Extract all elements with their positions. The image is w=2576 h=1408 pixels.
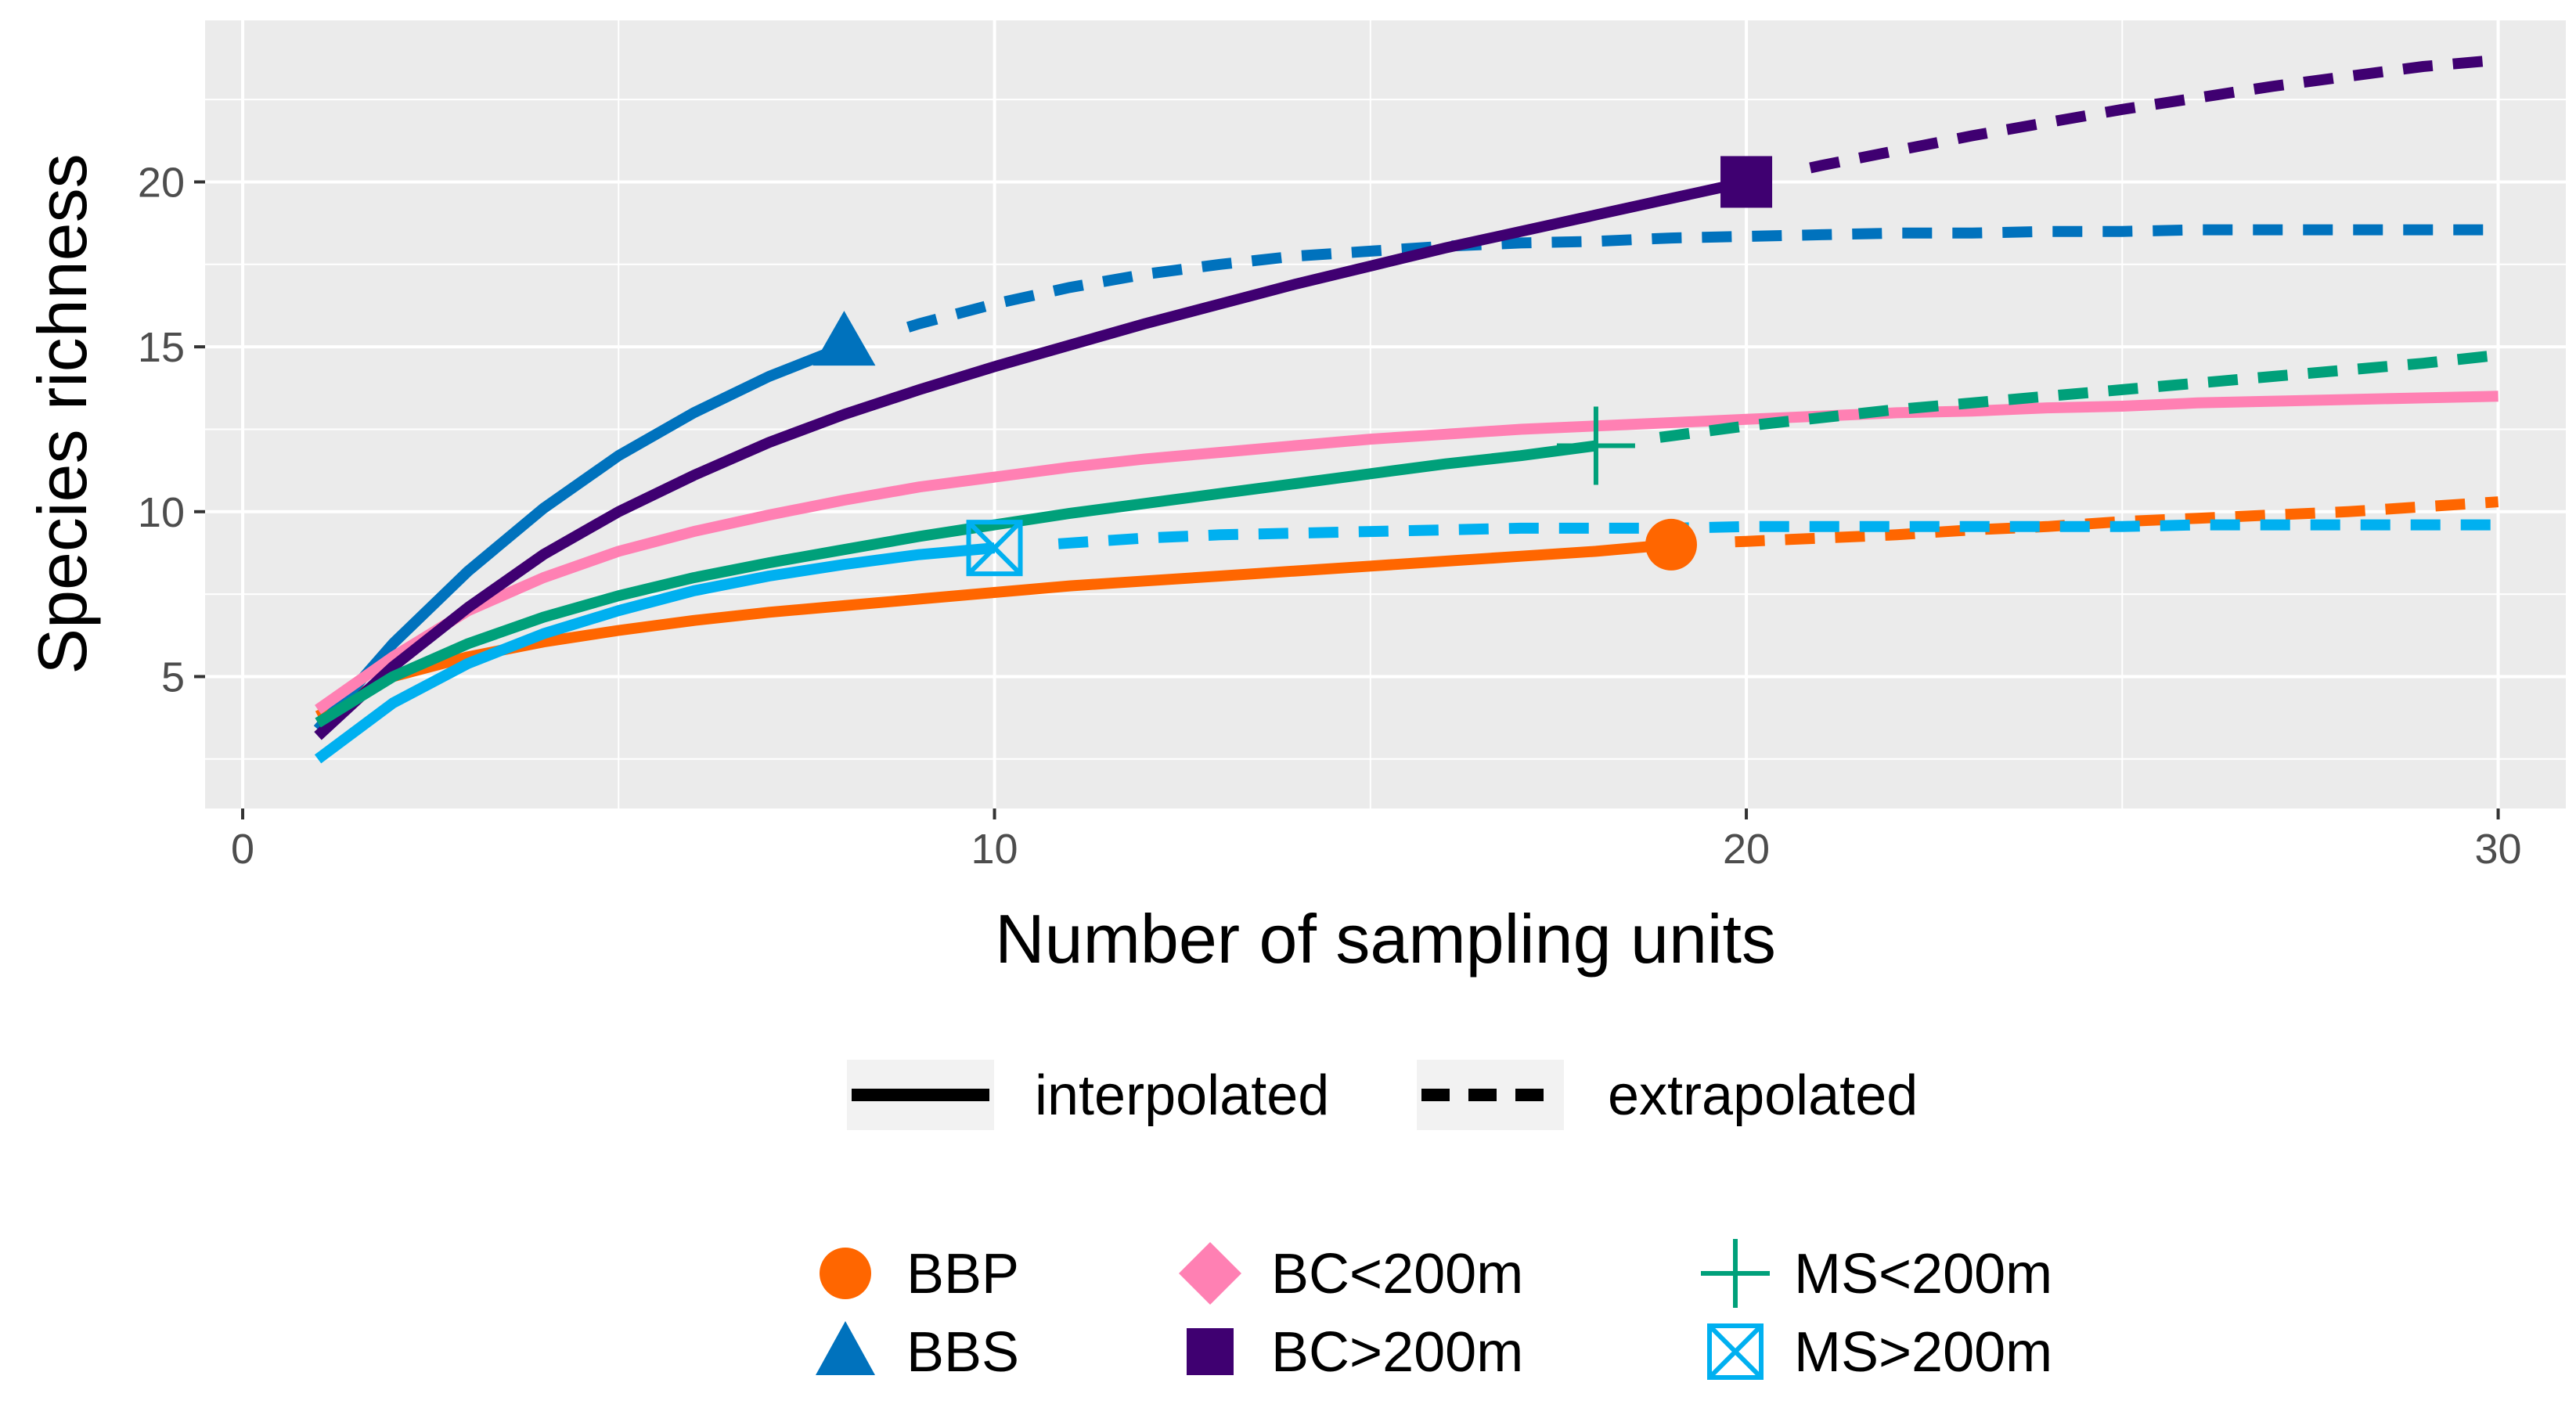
interpolated-line-ms-lt-200m — [315, 440, 1597, 728]
legend-label-bbp: BBP — [906, 1243, 1019, 1305]
linetype-legend: interpolated extrapolated — [847, 1060, 1918, 1130]
interpolated-line-bc-lt-200m — [315, 391, 2499, 715]
legend-label-ms-lt-200m: MS<200m — [1794, 1243, 2052, 1305]
extrapolated-line-bbs — [906, 224, 2499, 333]
extrapolated-line-bbp — [1735, 496, 2499, 548]
x-tick-label: 30 — [2475, 826, 2522, 873]
x-axis-title: Number of sampling units — [995, 900, 1776, 978]
interpolated-line-bbp — [315, 538, 1672, 722]
legend-marker-ms-gt-200m — [1707, 1323, 1764, 1380]
legend-item-ms-lt-200m: MS<200m — [1701, 1239, 2052, 1308]
extrapolated-line-bc-gt-200m — [1809, 54, 2499, 174]
legend-label-ms-gt-200m: MS>200m — [1794, 1321, 2052, 1384]
legend-marker-bbs — [816, 1321, 875, 1375]
legend-item-bbp: BBP — [820, 1243, 1019, 1305]
x-tick-label: 10 — [971, 826, 1018, 873]
plot-panel — [205, 20, 2566, 808]
observed-point-ms-lt-200m — [1556, 406, 1635, 485]
legend-marker-bbp — [820, 1248, 871, 1299]
observed-point-ms-gt-200m — [966, 520, 1023, 577]
legend-item-bbs: BBS — [816, 1321, 1019, 1384]
legend-item-bc-gt-200m: BC>200m — [1187, 1321, 1523, 1384]
y-axis-title: Species richness — [23, 153, 101, 674]
series-legend: BBP BBS BC<200m BC>200m MS<200m MS>200m — [816, 1239, 2052, 1384]
observed-point-bbs — [812, 311, 876, 366]
interpolated-line-bbs — [313, 341, 846, 733]
y-tick-label: 15 — [138, 324, 185, 371]
legend-label-bc-gt-200m: BC>200m — [1271, 1321, 1523, 1384]
legend-label-bbs: BBS — [906, 1321, 1019, 1384]
legend-label-extrapolated: extrapolated — [1608, 1064, 1918, 1127]
series-layer — [313, 54, 2499, 764]
legend-marker-bc-lt-200m — [1179, 1242, 1241, 1305]
observed-point-bc-gt-200m — [1720, 156, 1773, 208]
legend-item-bc-lt-200m: BC<200m — [1179, 1242, 1523, 1305]
interpolated-line-bc-gt-200m — [314, 176, 1748, 740]
legend-item-ms-gt-200m: MS>200m — [1707, 1321, 2052, 1384]
y-tick-label: 5 — [161, 654, 185, 700]
y-tick-label: 20 — [138, 159, 185, 206]
legend-marker-bc-gt-200m — [1187, 1328, 1234, 1375]
major-gridlines — [205, 20, 2566, 808]
legend-label-interpolated: interpolated — [1035, 1064, 1329, 1127]
interpolated-line-ms-gt-200m — [314, 542, 996, 764]
x-tick-label: 20 — [1723, 826, 1770, 873]
y-tick-label: 10 — [138, 489, 185, 536]
axis-layer: 0 10 20 30 5 10 15 20 — [138, 159, 2522, 873]
legend-label-bc-lt-200m: BC<200m — [1271, 1243, 1523, 1305]
x-tick-label: 0 — [231, 826, 254, 873]
observed-point-bbp — [1645, 518, 1697, 571]
legend-marker-ms-lt-200m — [1701, 1239, 1770, 1308]
